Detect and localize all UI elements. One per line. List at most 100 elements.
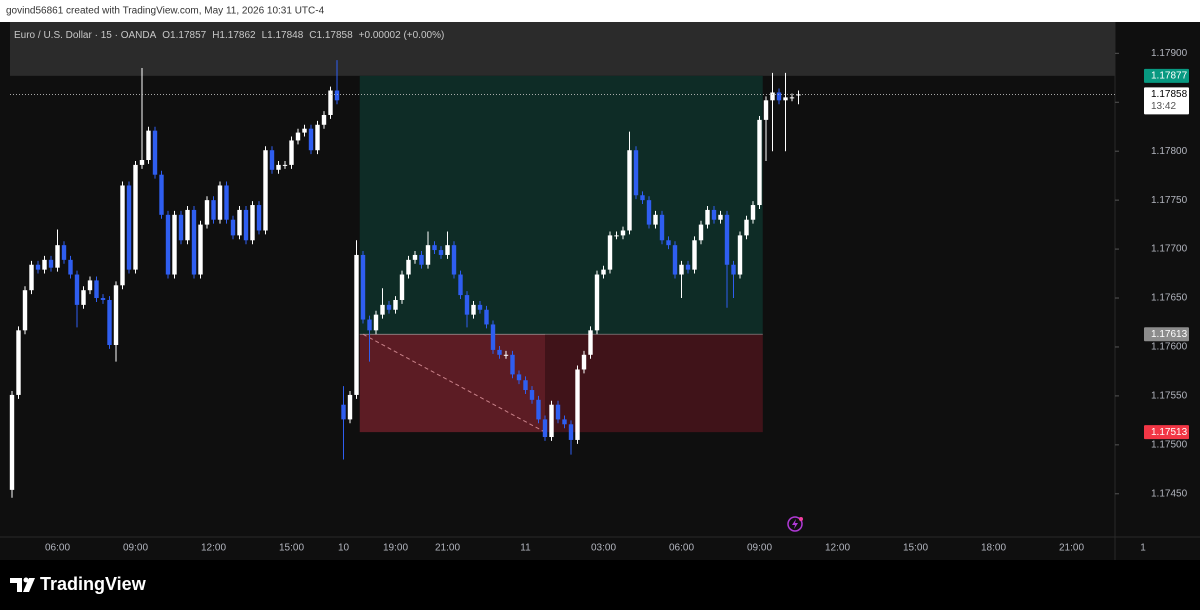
candle-body (484, 309, 489, 325)
candle-body (354, 254, 359, 395)
candle-body (581, 354, 587, 370)
candle-body (497, 349, 502, 355)
candle-body (458, 274, 463, 296)
x-tick-label: 1 (1140, 543, 1146, 554)
candle-body (107, 299, 112, 346)
ohlc: C1.17858 (309, 30, 353, 41)
candle-body (763, 100, 769, 120)
candle-body (211, 200, 216, 220)
last-price-box (1144, 87, 1189, 115)
candle-body (568, 424, 574, 440)
candle-body (490, 324, 496, 350)
candle-body (295, 132, 301, 141)
candle-body (425, 245, 431, 265)
candle-body (601, 269, 606, 275)
candle-body (789, 97, 795, 99)
candle-body (16, 330, 21, 395)
candle-body (22, 290, 28, 331)
candle-body (757, 119, 762, 206)
loss-shade (545, 334, 763, 433)
candle-body (315, 124, 320, 151)
y-tick-label: 1.17500 (1151, 439, 1188, 450)
candle-body (731, 264, 736, 275)
candle-body (243, 209, 249, 241)
brand: TradingView (40, 574, 147, 594)
logo-mark (23, 578, 35, 592)
candle-body (445, 245, 450, 255)
candle-body (165, 214, 171, 275)
candle-body (276, 164, 281, 170)
x-tick-label: 21:00 (1059, 543, 1084, 554)
candle-body (74, 274, 80, 305)
x-tick-label: 03:00 (591, 543, 616, 554)
y-tick-label: 1.17450 (1151, 488, 1188, 499)
candle-body (776, 92, 782, 101)
candle-body (87, 280, 93, 291)
candle-body (68, 259, 73, 275)
candle-body (685, 264, 691, 270)
target-badge (1144, 68, 1189, 83)
x-tick-label: 21:00 (435, 543, 460, 554)
candle-body (588, 330, 593, 355)
upper-band (10, 22, 1115, 76)
candle-body (321, 114, 327, 125)
last-price-label: 1.17858 (1151, 89, 1188, 100)
candle-body (152, 130, 158, 175)
change: +0.00002 (+0.00%) (359, 30, 445, 41)
y-tick-label: 1.17600 (1151, 342, 1188, 353)
candle-body (159, 174, 164, 215)
candle-body (29, 264, 34, 291)
alert-icon[interactable] (787, 516, 803, 532)
x-tick-label: 09:00 (747, 543, 772, 554)
candle-body (42, 259, 47, 270)
candle-body (471, 304, 476, 315)
plot-layer (9, 22, 1115, 498)
candle-body (666, 240, 671, 246)
x-tick-label: 10 (338, 543, 350, 554)
x-tick-label: 19:00 (383, 543, 408, 554)
candle-body (432, 245, 437, 251)
candle-body (464, 295, 470, 315)
entry-badge (1144, 327, 1189, 342)
y-tick-label: 1.17800 (1151, 146, 1188, 157)
candle-body (796, 94, 801, 96)
candle-body (536, 399, 541, 420)
candle-body (646, 200, 652, 225)
x-tick-label: 06:00 (669, 543, 694, 554)
candle-body (256, 205, 262, 231)
candle-body (250, 205, 255, 241)
y-tick-label: 1.17550 (1151, 391, 1188, 402)
candle-body (386, 304, 392, 310)
candle-body (451, 245, 457, 275)
candle-body (133, 164, 138, 270)
candle-body (737, 235, 743, 275)
candle-body (100, 298, 106, 300)
candle-body (711, 209, 717, 220)
candle-body (607, 235, 613, 270)
ohlc: L1.17848 (262, 30, 304, 41)
candle-body (230, 219, 236, 236)
x-tick-label: 15:00 (903, 543, 928, 554)
candle-body (705, 209, 710, 225)
candle-body (750, 205, 756, 220)
candle-body (503, 354, 509, 356)
candle-body (263, 150, 268, 231)
candle-body (620, 230, 626, 236)
candle-body (178, 214, 184, 241)
candle-body (55, 245, 60, 268)
candle-body (672, 245, 678, 275)
profit-zone (359, 75, 763, 335)
x-tick-label: 12:00 (825, 543, 850, 554)
candle-body (614, 235, 619, 237)
candle-body (185, 209, 190, 241)
candle-body (237, 209, 242, 236)
candle-body (360, 254, 366, 320)
bottom-bar (0, 560, 1200, 610)
candle-body (477, 304, 483, 310)
x-tick-label: 09:00 (123, 543, 148, 554)
ohlc: O1.17857 (162, 30, 206, 41)
candle-body (562, 419, 567, 425)
candle-body (347, 394, 353, 420)
